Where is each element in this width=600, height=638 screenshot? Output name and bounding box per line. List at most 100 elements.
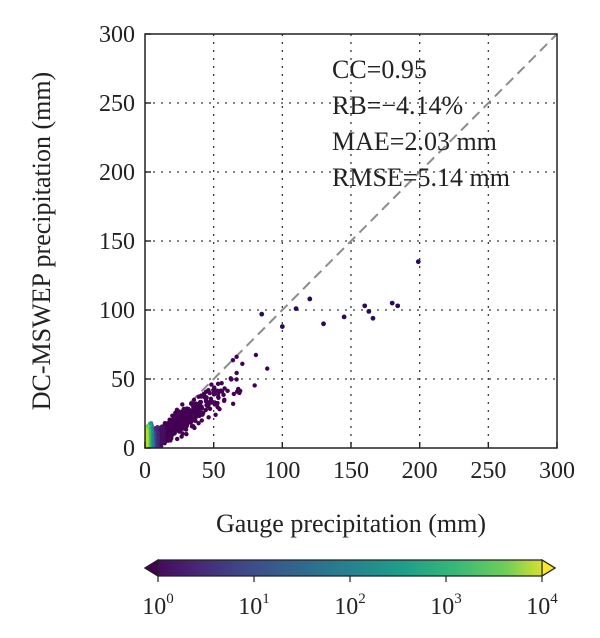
colorbar-tick-exponent: 2 bbox=[358, 591, 366, 607]
y-axis-label: DC-MSWEP precipitation (mm) bbox=[27, 72, 56, 410]
scatter-point bbox=[215, 404, 220, 410]
scatter-point bbox=[196, 420, 201, 426]
stat-rmse: RMSE=5.14 mm bbox=[332, 163, 510, 192]
scatter-point-outlier bbox=[341, 314, 347, 320]
y-tick-label: 150 bbox=[99, 229, 135, 255]
scatter-point bbox=[240, 361, 245, 366]
scatter-point-outlier bbox=[293, 306, 299, 312]
x-axis-ticks: 0 50 100 150 200 250 300 bbox=[139, 442, 575, 484]
colorbar-tick-base: 10 bbox=[142, 594, 166, 620]
x-axis-label: Gauge precipitation (mm) bbox=[216, 509, 486, 538]
colorbar-tick-label: 101 bbox=[238, 591, 270, 620]
scatter-point-outlier bbox=[395, 303, 401, 309]
scatter-point bbox=[253, 352, 259, 358]
colorbar-extend-low bbox=[143, 558, 159, 578]
colorbar: 100 101 102 103 104 bbox=[142, 558, 558, 620]
scatter-point bbox=[203, 407, 209, 413]
scatter-point bbox=[230, 401, 236, 406]
x-tick-label: 100 bbox=[264, 458, 300, 484]
colorbar-tick-exponent: 3 bbox=[454, 591, 462, 607]
y-tick-label: 250 bbox=[99, 91, 135, 117]
scatter-point bbox=[199, 418, 204, 423]
scatter-point bbox=[189, 424, 195, 429]
scatter-point bbox=[184, 431, 189, 437]
colorbar-tick-base: 10 bbox=[430, 594, 454, 620]
scatter-point bbox=[209, 382, 214, 387]
scatter-point bbox=[234, 354, 239, 360]
scatter-point bbox=[197, 400, 203, 405]
colorbar-tick-exponent: 4 bbox=[550, 591, 558, 607]
x-tick-label: 250 bbox=[470, 458, 506, 484]
y-tick-label: 50 bbox=[111, 367, 135, 393]
colorbar-tick-label: 104 bbox=[526, 591, 558, 620]
scatter-point bbox=[170, 413, 175, 418]
x-tick-label: 50 bbox=[202, 458, 226, 484]
y-tick-label: 300 bbox=[99, 22, 135, 48]
scatter-point bbox=[188, 401, 194, 406]
scatter-point bbox=[252, 383, 257, 388]
stat-mae: MAE=2.03 mm bbox=[332, 127, 497, 156]
x-tick-label: 300 bbox=[539, 458, 575, 484]
colorbar-tick-exponent: 1 bbox=[262, 591, 270, 607]
scatter-point bbox=[234, 389, 240, 394]
colorbar-ticks: 100 101 102 103 104 bbox=[142, 576, 558, 620]
scatter-point-outlier bbox=[415, 259, 421, 265]
stat-rb: RB=−4.14% bbox=[332, 91, 463, 120]
statistics-annotation: CC=0.95 RB=−4.14% MAE=2.03 mm RMSE=5.14 … bbox=[332, 55, 510, 192]
scatter-point bbox=[219, 380, 224, 386]
scatter-point bbox=[225, 388, 230, 394]
colorbar-tick-label: 102 bbox=[334, 591, 366, 620]
scatter-point-outlier bbox=[370, 315, 376, 321]
x-tick-label: 150 bbox=[333, 458, 369, 484]
scatter-points bbox=[145, 259, 421, 448]
scatter-point-outlier bbox=[366, 308, 372, 314]
scatter-point bbox=[228, 376, 233, 381]
scatter-point bbox=[265, 366, 270, 371]
colorbar-tick-exponent: 0 bbox=[166, 591, 174, 607]
scatter-point bbox=[191, 397, 197, 403]
scatter-point bbox=[199, 404, 204, 409]
y-tick-label: 100 bbox=[99, 298, 135, 324]
scatter-point bbox=[230, 357, 236, 363]
colorbar-tick-base: 10 bbox=[526, 594, 550, 620]
x-tick-label: 0 bbox=[139, 458, 151, 484]
scatter-point bbox=[173, 410, 178, 415]
colorbar-tick-base: 10 bbox=[334, 594, 358, 620]
stat-cc: CC=0.95 bbox=[332, 55, 427, 84]
colorbar-tick-label: 103 bbox=[430, 591, 462, 620]
scatter-point bbox=[206, 415, 211, 420]
colorbar-tick-label: 100 bbox=[142, 591, 174, 620]
scatter-point bbox=[213, 412, 218, 418]
scatter-point bbox=[175, 436, 180, 442]
scatter-point-outlier bbox=[362, 303, 368, 309]
scatter-point bbox=[218, 388, 223, 393]
scatter-point bbox=[196, 394, 201, 399]
scatter-point bbox=[180, 402, 185, 407]
scatter-point-outlier bbox=[389, 300, 395, 306]
scatter-point bbox=[222, 386, 227, 391]
scatter-point bbox=[211, 387, 216, 393]
y-tick-label: 0 bbox=[123, 436, 135, 462]
scatter-point bbox=[208, 396, 214, 401]
scatter-point bbox=[221, 398, 227, 403]
y-tick-label: 200 bbox=[99, 160, 135, 186]
scatter-point bbox=[215, 388, 220, 394]
scatter-point-outlier bbox=[259, 311, 265, 317]
scatter-point bbox=[167, 417, 172, 422]
scatter-point bbox=[215, 381, 221, 387]
scatter-point bbox=[231, 391, 237, 397]
scatter-point bbox=[204, 402, 209, 408]
scatter-point-outlier bbox=[321, 321, 326, 327]
scatter-point bbox=[234, 377, 239, 382]
scatter-point bbox=[179, 434, 184, 439]
colorbar-extend-high bbox=[541, 558, 557, 578]
scatter-point-outlier bbox=[279, 324, 285, 329]
x-tick-label: 200 bbox=[402, 458, 438, 484]
colorbar-gradient bbox=[143, 559, 557, 577]
scatter-point-outlier bbox=[307, 296, 313, 302]
y-axis-ticks: 0 50 100 150 200 250 300 bbox=[99, 22, 151, 462]
colorbar-tick-base: 10 bbox=[238, 594, 262, 620]
one-to-one-reference-line bbox=[144, 33, 558, 449]
scatter-point bbox=[234, 370, 239, 376]
